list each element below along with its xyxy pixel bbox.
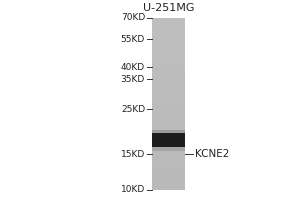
Bar <box>152 50 185 52</box>
Bar <box>152 44 185 46</box>
Bar <box>152 113 185 115</box>
Text: 40KD: 40KD <box>121 63 145 72</box>
Bar <box>152 82 185 85</box>
Bar <box>152 168 185 171</box>
Bar <box>152 35 185 37</box>
Bar <box>152 130 185 133</box>
Bar <box>152 123 185 126</box>
Text: 10KD: 10KD <box>121 186 145 194</box>
Bar <box>152 166 185 168</box>
Bar <box>152 93 185 95</box>
Bar <box>152 184 185 186</box>
Bar <box>152 57 185 59</box>
Bar <box>152 173 185 175</box>
Bar <box>152 70 185 72</box>
Bar <box>152 89 185 91</box>
Bar <box>152 134 185 136</box>
Bar <box>152 63 185 65</box>
Bar <box>152 102 185 104</box>
Bar <box>152 48 185 50</box>
Text: KCNE2: KCNE2 <box>195 149 230 159</box>
Bar <box>152 24 185 27</box>
Bar <box>152 121 185 123</box>
Bar <box>152 40 185 42</box>
Bar <box>152 100 185 102</box>
Bar <box>152 87 185 89</box>
Bar <box>152 117 185 119</box>
Bar <box>152 126 185 128</box>
Bar <box>152 147 185 149</box>
Bar <box>152 22 185 24</box>
Bar <box>152 67 185 70</box>
Bar <box>152 151 185 153</box>
Bar <box>152 115 185 117</box>
Bar <box>152 153 185 156</box>
Bar <box>152 141 185 143</box>
Bar <box>152 76 185 78</box>
Bar <box>152 20 185 22</box>
Text: 15KD: 15KD <box>121 150 145 159</box>
Bar <box>152 162 185 164</box>
Bar <box>152 85 185 87</box>
Bar <box>152 27 185 29</box>
Bar <box>152 158 185 160</box>
Text: 25KD: 25KD <box>121 105 145 114</box>
Bar <box>152 72 185 74</box>
Bar <box>152 61 185 63</box>
Bar <box>152 110 185 113</box>
Bar <box>152 149 185 151</box>
Bar <box>152 130 185 132</box>
Text: 55KD: 55KD <box>121 35 145 44</box>
Bar <box>152 147 185 151</box>
Bar <box>152 133 185 147</box>
Bar <box>152 91 185 93</box>
Bar <box>152 42 185 44</box>
Bar <box>152 186 185 188</box>
Bar <box>152 98 185 100</box>
Bar <box>152 80 185 82</box>
Bar <box>152 160 185 162</box>
Bar <box>152 31 185 33</box>
Bar <box>152 119 185 121</box>
Bar <box>152 128 185 130</box>
Bar <box>152 29 185 31</box>
Bar <box>152 132 185 134</box>
Bar <box>152 136 185 138</box>
Text: 70KD: 70KD <box>121 14 145 22</box>
Bar <box>152 106 185 108</box>
Bar <box>152 188 185 190</box>
Bar <box>152 171 185 173</box>
Bar <box>152 143 185 145</box>
Bar <box>152 78 185 80</box>
Bar <box>152 108 185 110</box>
Bar <box>152 18 185 20</box>
Bar <box>152 181 185 184</box>
Bar <box>152 164 185 166</box>
Bar <box>152 74 185 76</box>
Bar <box>152 46 185 48</box>
Bar <box>152 52 185 55</box>
Bar <box>152 95 185 98</box>
Bar <box>152 59 185 61</box>
Text: U-251MG: U-251MG <box>143 3 194 13</box>
Bar <box>152 104 185 106</box>
Bar <box>152 33 185 35</box>
Bar <box>152 177 185 179</box>
Text: 35KD: 35KD <box>121 75 145 84</box>
Bar <box>152 55 185 57</box>
Bar <box>152 37 185 40</box>
Bar <box>152 179 185 181</box>
Bar <box>152 145 185 147</box>
Bar <box>152 175 185 177</box>
Bar <box>152 138 185 141</box>
Bar <box>152 65 185 67</box>
Bar <box>152 156 185 158</box>
